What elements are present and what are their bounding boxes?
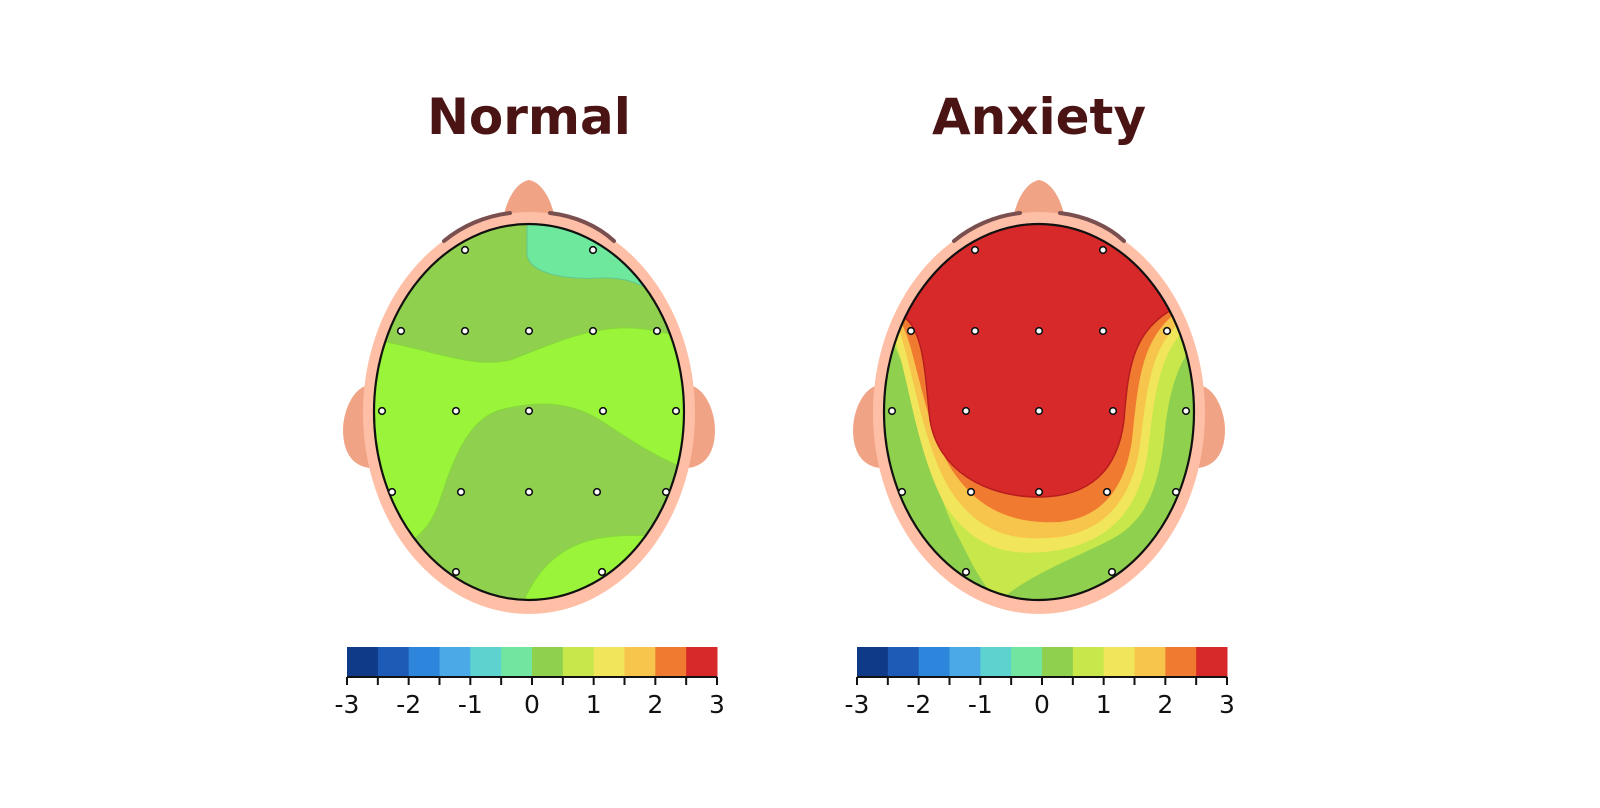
electrode-marker: [1034, 326, 1044, 336]
colorbar-tick-label: 2: [1157, 690, 1173, 719]
electrode-marker: [970, 245, 980, 255]
electrode-marker: [1102, 487, 1112, 497]
contour-red-peak: [884, 224, 1194, 498]
colorbar-segment: [593, 647, 625, 677]
hair-right: [548, 211, 616, 243]
colorbar-tick-label: 1: [586, 690, 602, 719]
electrode-marker: [377, 406, 387, 416]
electrode-marker: [592, 487, 602, 497]
colorbar: -3 -2 -1 0 1 2 3: [845, 647, 1235, 719]
hair-left: [952, 211, 1022, 243]
electrode-marker: [524, 406, 534, 416]
colorbar-tick-label: -3: [335, 690, 360, 719]
colorbar-tick-label: 1: [1096, 690, 1112, 719]
colorbar-segment: [439, 647, 471, 677]
colorbar-segment: [949, 647, 981, 677]
panel-anxiety: Anxiety -3 -2 -1 0 1 2 3: [845, 88, 1235, 719]
colorbar-segment: [408, 647, 440, 677]
colorbar-segment: [980, 647, 1012, 677]
colorbar-tick-label: -2: [396, 690, 421, 719]
panel-title: Anxiety: [932, 88, 1146, 146]
electrode-marker: [1098, 326, 1108, 336]
electrode-marker: [1034, 487, 1044, 497]
hair-right: [1058, 211, 1126, 243]
electrode-marker: [588, 326, 598, 336]
electrode-marker: [387, 487, 397, 497]
colorbar-segment: [857, 647, 889, 677]
electrode-marker: [1034, 406, 1044, 416]
electrode-marker: [652, 326, 662, 336]
hair-left: [442, 211, 512, 243]
scalp-boundary: [372, 222, 686, 602]
colorbar-segment: [1196, 647, 1228, 677]
electrode-marker: [451, 406, 461, 416]
electrode-marker: [598, 406, 608, 416]
electrode-marker: [970, 326, 980, 336]
electrode-marker: [451, 567, 461, 577]
electrode-marker: [1098, 245, 1108, 255]
colorbar-tick-label: 3: [1219, 690, 1235, 719]
colorbar-segment: [347, 647, 379, 677]
colorbar-segment: [1011, 647, 1043, 677]
electrode-marker: [887, 406, 897, 416]
colorbar-segment: [562, 647, 595, 677]
scalp-boundary: [882, 222, 1196, 602]
colorbar-tick-label: -1: [458, 690, 483, 719]
colorbar-segment: [1072, 647, 1105, 677]
panel-title: Normal: [427, 88, 631, 146]
colorbar-tick-label: -1: [968, 690, 993, 719]
electrode-marker: [460, 326, 470, 336]
electrode-marker: [524, 487, 534, 497]
colorbar-segment: [532, 647, 564, 677]
electrodes: [887, 245, 1191, 577]
electrodes: [377, 245, 681, 577]
nose-icon: [503, 180, 555, 218]
colorbar-segment: [1103, 647, 1135, 677]
colorbar-segment: [624, 647, 656, 677]
colorbar-tick-label: 3: [709, 690, 725, 719]
colorbar-tick-label: 0: [524, 690, 540, 719]
electrode-marker: [597, 567, 607, 577]
electrode-marker: [1107, 567, 1117, 577]
panel-normal: Normal -3 -2 -1 0 1 2 3: [335, 88, 725, 719]
colorbar-segment: [501, 647, 533, 677]
colorbar-tick-label: 0: [1034, 690, 1050, 719]
contour-lime-band: [374, 327, 684, 561]
electrode-marker: [671, 406, 681, 416]
electrode-marker: [588, 245, 598, 255]
electrode-marker: [906, 326, 916, 336]
colorbar: -3 -2 -1 0 1 2 3: [335, 647, 725, 719]
electrode-marker: [661, 487, 671, 497]
electrode-marker: [1181, 406, 1191, 416]
colorbar-tick-label: -3: [845, 690, 870, 719]
colorbar-segment: [1042, 647, 1074, 677]
colorbar-segment: [377, 647, 410, 677]
colorbar-segment: [655, 647, 687, 677]
electrode-marker: [1108, 406, 1118, 416]
colorbar-segment: [686, 647, 718, 677]
electrode-marker: [897, 487, 907, 497]
colorbar-segment: [1165, 647, 1197, 677]
electrode-marker: [961, 406, 971, 416]
colorbar-segment: [470, 647, 502, 677]
colorbar-tick-label: -2: [906, 690, 931, 719]
electrode-marker: [460, 245, 470, 255]
electrode-marker: [396, 326, 406, 336]
electrode-marker: [456, 487, 466, 497]
colorbar-segment: [918, 647, 950, 677]
electrode-marker: [524, 326, 534, 336]
electrode-marker: [961, 567, 971, 577]
colorbar-segment: [1134, 647, 1166, 677]
colorbar-segment: [887, 647, 920, 677]
electrode-marker: [966, 487, 976, 497]
colorbar-tick-label: 2: [647, 690, 663, 719]
nose-icon: [1013, 180, 1065, 218]
electrode-marker: [1162, 326, 1172, 336]
electrode-marker: [1171, 487, 1181, 497]
